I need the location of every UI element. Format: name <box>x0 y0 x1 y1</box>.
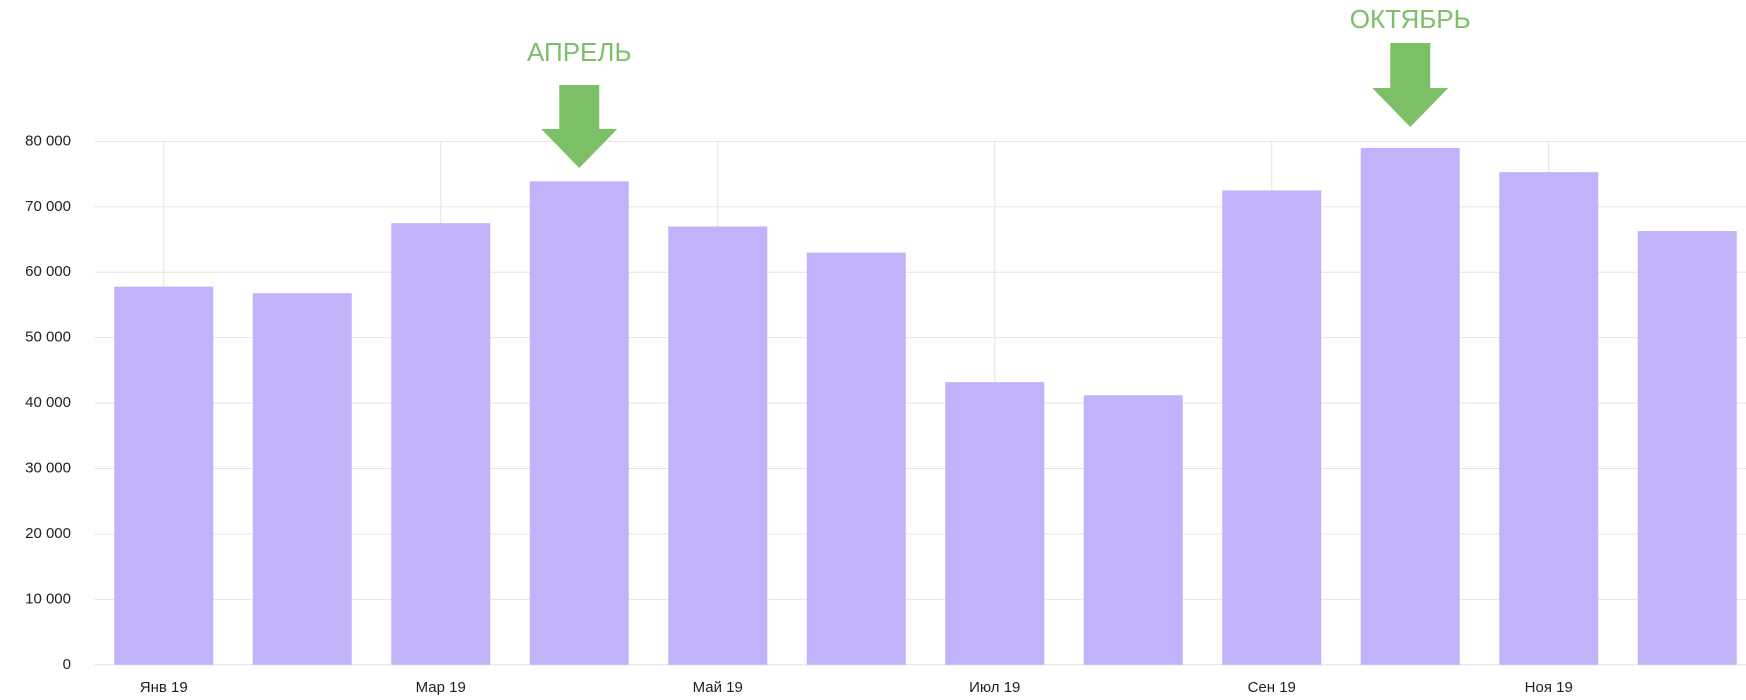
annotation-arrow <box>1372 43 1449 127</box>
bar <box>114 286 214 665</box>
y-tick-label: 70 000 <box>25 198 71 215</box>
bar <box>668 226 768 665</box>
bar <box>1222 190 1322 665</box>
bar <box>1360 147 1460 665</box>
bar <box>529 181 629 665</box>
bar <box>252 293 352 665</box>
y-tick-label: 0 <box>63 656 71 673</box>
x-tick-label: Июл 19 <box>969 679 1020 696</box>
x-tick-label: Ноя 19 <box>1525 679 1573 696</box>
y-tick-label: 50 000 <box>25 329 71 346</box>
y-tick-label: 60 000 <box>25 263 71 280</box>
y-tick-label: 10 000 <box>25 590 71 607</box>
annotation-arrow <box>541 85 618 168</box>
y-tick-label: 20 000 <box>25 525 71 542</box>
bar <box>945 382 1045 665</box>
x-tick-label: Сен 19 <box>1248 679 1296 696</box>
annotation-label: ОКТЯБРЬ <box>1350 4 1471 34</box>
y-tick-label: 80 000 <box>25 132 71 149</box>
annotation-label: АПРЕЛЬ <box>527 37 632 67</box>
x-tick-label: Май 19 <box>693 679 743 696</box>
bar <box>1499 172 1599 665</box>
bar <box>1083 395 1183 665</box>
y-tick-label: 40 000 <box>25 394 71 411</box>
bar <box>1637 231 1737 665</box>
bar <box>391 223 491 665</box>
x-tick-label: Янв 19 <box>140 679 188 696</box>
bar <box>806 252 906 665</box>
y-tick-label: 30 000 <box>25 459 71 476</box>
x-tick-label: Мар 19 <box>416 679 466 696</box>
